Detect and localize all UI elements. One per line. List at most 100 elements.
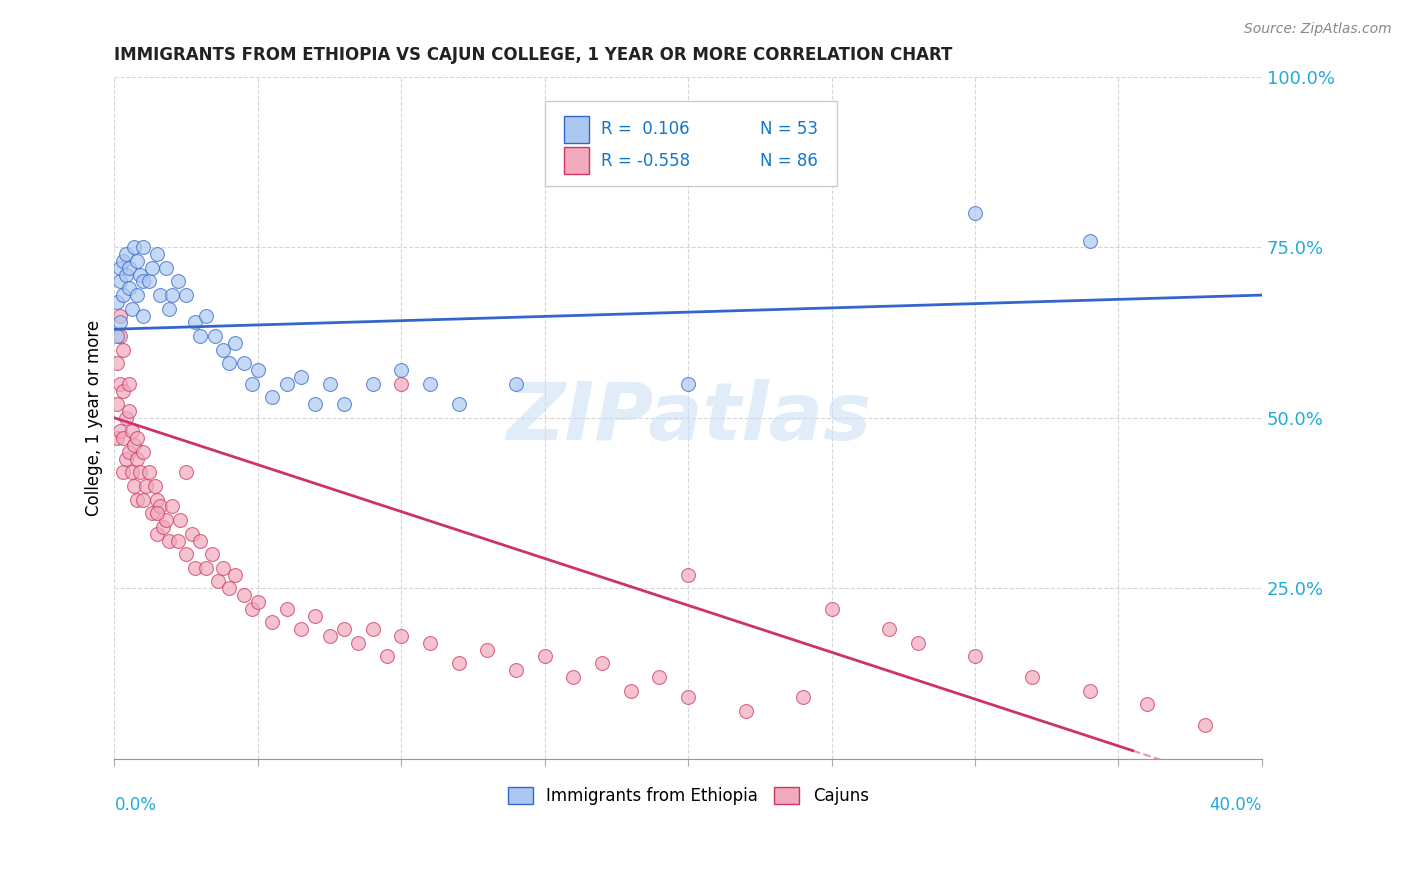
Point: [218, 356, 240, 370]
Point: [160, 288, 183, 302]
Point: [620, 683, 643, 698]
Point: [146, 247, 169, 261]
Point: [127, 254, 149, 268]
Point: [276, 601, 298, 615]
Point: [676, 690, 699, 705]
Point: [184, 315, 207, 329]
Point: [212, 343, 235, 357]
Point: [127, 451, 149, 466]
Point: [115, 451, 138, 466]
Point: [157, 301, 180, 316]
Point: [304, 608, 326, 623]
Point: [124, 438, 146, 452]
Point: [105, 397, 128, 411]
Point: [149, 288, 172, 302]
Point: [127, 492, 149, 507]
Point: [676, 567, 699, 582]
Text: 40.0%: 40.0%: [1209, 797, 1263, 814]
Point: [160, 500, 183, 514]
Point: [129, 268, 152, 282]
Point: [240, 601, 263, 615]
Point: [389, 363, 412, 377]
Point: [505, 376, 527, 391]
Point: [132, 240, 155, 254]
Point: [562, 670, 585, 684]
Text: ZIPatlas: ZIPatlas: [506, 379, 870, 457]
Bar: [564, 147, 589, 174]
Point: [108, 260, 131, 275]
Point: [734, 704, 756, 718]
Point: [304, 397, 326, 411]
Point: [157, 533, 180, 548]
Point: [105, 431, 128, 445]
Point: [318, 629, 340, 643]
Text: Source: ZipAtlas.com: Source: ZipAtlas.com: [1244, 22, 1392, 37]
Point: [115, 268, 138, 282]
Point: [111, 431, 134, 445]
Point: [166, 533, 188, 548]
Point: [201, 547, 224, 561]
Point: [505, 663, 527, 677]
Point: [111, 288, 134, 302]
Point: [1021, 670, 1043, 684]
Point: [180, 526, 202, 541]
Point: [447, 397, 470, 411]
Point: [108, 315, 131, 329]
Point: [1078, 683, 1101, 698]
Point: [115, 410, 138, 425]
Point: [118, 281, 141, 295]
Text: N = 86: N = 86: [761, 152, 818, 169]
Point: [143, 479, 166, 493]
Point: [135, 479, 157, 493]
Point: [1078, 234, 1101, 248]
Point: [224, 567, 246, 582]
Point: [477, 642, 499, 657]
Point: [232, 588, 254, 602]
Point: [591, 657, 613, 671]
Point: [121, 425, 143, 439]
Legend: Immigrants from Ethiopia, Cajuns: Immigrants from Ethiopia, Cajuns: [501, 780, 876, 812]
Point: [118, 260, 141, 275]
Point: [190, 329, 212, 343]
Point: [204, 329, 226, 343]
Point: [212, 561, 235, 575]
Point: [389, 376, 412, 391]
Point: [389, 629, 412, 643]
Point: [149, 500, 172, 514]
Point: [108, 425, 131, 439]
Point: [246, 595, 269, 609]
Point: [174, 547, 197, 561]
Point: [361, 376, 384, 391]
Y-axis label: College, 1 year or more: College, 1 year or more: [86, 319, 103, 516]
Point: [146, 506, 169, 520]
Point: [290, 622, 312, 636]
Point: [963, 206, 986, 220]
Point: [141, 506, 163, 520]
Point: [361, 622, 384, 636]
Point: [734, 165, 756, 179]
Point: [262, 390, 284, 404]
Point: [224, 335, 246, 350]
Point: [218, 582, 240, 596]
Point: [141, 260, 163, 275]
Point: [1194, 717, 1216, 731]
Point: [108, 309, 131, 323]
Point: [240, 376, 263, 391]
Point: [195, 561, 218, 575]
Point: [138, 466, 160, 480]
Point: [166, 275, 188, 289]
Point: [129, 466, 152, 480]
Point: [111, 254, 134, 268]
Point: [820, 601, 842, 615]
Text: R =  0.106: R = 0.106: [600, 120, 689, 138]
Point: [676, 376, 699, 391]
Text: N = 53: N = 53: [759, 120, 818, 138]
Point: [1136, 697, 1159, 711]
Point: [246, 363, 269, 377]
Point: [132, 275, 155, 289]
Point: [290, 370, 312, 384]
Point: [648, 670, 671, 684]
Point: [184, 561, 207, 575]
Text: 0.0%: 0.0%: [114, 797, 156, 814]
Point: [419, 636, 441, 650]
